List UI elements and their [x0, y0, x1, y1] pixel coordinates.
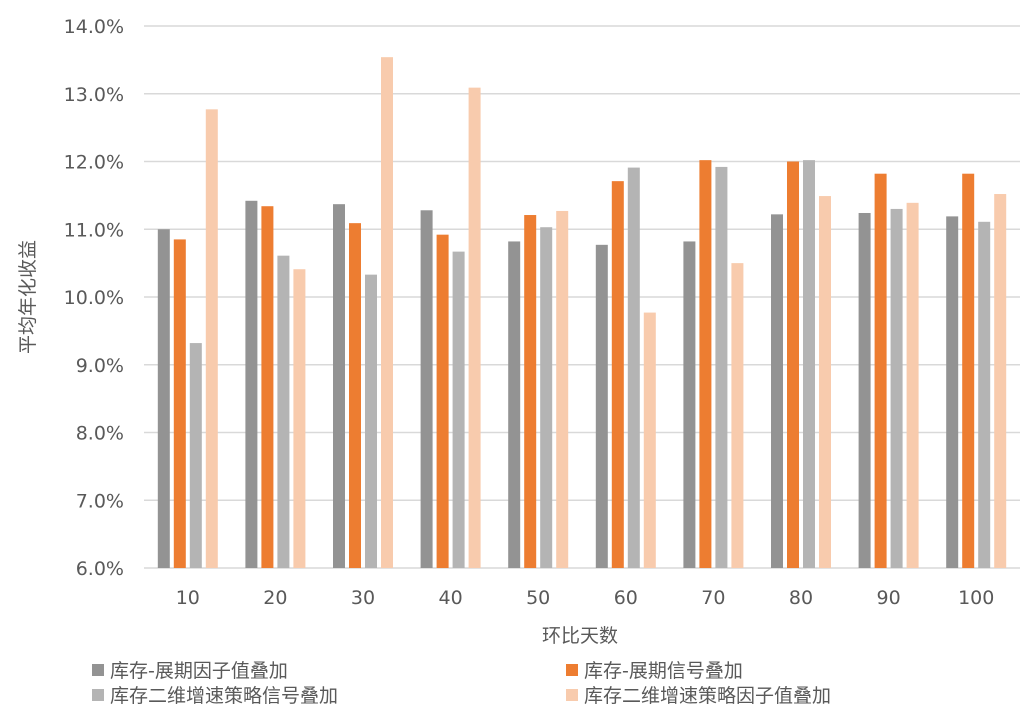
bar — [293, 269, 306, 568]
y-tick-label: 9.0% — [76, 355, 124, 377]
bar — [643, 312, 656, 568]
x-tick-label: 30 — [351, 587, 375, 609]
bar — [452, 251, 465, 569]
bar — [157, 229, 170, 568]
legend-label: 库存二维增速策略信号叠加 — [110, 685, 339, 707]
legend-label: 库存-展期信号叠加 — [584, 660, 743, 682]
bar — [715, 166, 728, 569]
bar — [787, 161, 799, 568]
bar — [556, 210, 569, 568]
x-tick-label: 50 — [526, 587, 550, 609]
bar — [365, 274, 377, 568]
x-tick-label: 20 — [263, 587, 287, 609]
bar — [699, 160, 712, 568]
bar — [683, 241, 696, 568]
legend-swatch — [92, 688, 104, 701]
legend-label: 库存-展期因子值叠加 — [110, 660, 288, 682]
x-tick-label: 80 — [789, 587, 813, 609]
legend-swatch — [566, 688, 578, 701]
bar — [906, 202, 919, 568]
bar — [277, 255, 290, 569]
bar — [978, 221, 991, 569]
legend-swatch — [566, 663, 578, 676]
y-tick-label: 13.0% — [64, 84, 124, 106]
bar — [349, 223, 361, 568]
bar — [803, 160, 815, 568]
bar — [627, 167, 640, 568]
bar — [858, 212, 871, 569]
bar — [771, 214, 783, 568]
legend-swatch — [92, 663, 104, 676]
legend-item: 库存-展期因子值叠加 — [92, 656, 288, 683]
bar — [508, 241, 521, 568]
legend-item: 库存-展期信号叠加 — [566, 656, 743, 683]
gridlines — [144, 25, 1020, 569]
bar — [468, 87, 481, 568]
legend-item: 库存二维增速策略信号叠加 — [92, 681, 338, 708]
y-tick-label: 14.0% — [64, 16, 124, 38]
bar — [524, 215, 537, 568]
x-tick-label: 10 — [176, 587, 200, 609]
bar — [173, 239, 186, 568]
bar — [245, 200, 258, 569]
bar — [994, 194, 1007, 568]
x-tick-label: 70 — [701, 587, 725, 609]
bars — [157, 57, 1007, 569]
bar — [420, 210, 433, 568]
bar — [890, 208, 903, 569]
bar — [731, 263, 744, 568]
bar — [205, 109, 218, 569]
y-tick-labels: 6.0% 7.0% 8.0% 9.0% 10.0% 11.0% 12.0% 13.0% 14.0… — [64, 16, 124, 580]
x-tick-label: 100 — [958, 587, 994, 609]
bar — [540, 227, 553, 568]
y-axis-title: 平均年化收益 — [17, 240, 39, 354]
bar — [819, 196, 831, 569]
y-tick-label: 11.0% — [64, 219, 124, 241]
x-tick-label: 60 — [614, 587, 638, 609]
y-tick-label: 8.0% — [76, 423, 124, 445]
y-tick-label: 12.0% — [64, 152, 124, 174]
x-tick-labels: 10 20 30 40 50 60 70 80 90 100 — [176, 587, 995, 609]
y-tick-label: 10.0% — [64, 287, 124, 309]
y-tick-label: 6.0% — [76, 558, 124, 580]
bar — [874, 173, 887, 568]
bar — [595, 244, 608, 568]
y-tick-label: 7.0% — [76, 490, 124, 512]
legend-item: 库存二维增速策略因子值叠加 — [566, 681, 831, 708]
bar — [333, 204, 345, 568]
bar — [962, 173, 975, 568]
x-axis-title: 环比天数 — [542, 625, 618, 647]
bar — [381, 57, 393, 568]
x-tick-label: 40 — [439, 587, 463, 609]
bar — [189, 343, 202, 568]
bar — [261, 206, 274, 568]
bar — [946, 216, 959, 568]
bar — [611, 181, 624, 568]
legend-label: 库存二维增速策略因子值叠加 — [584, 685, 832, 707]
x-tick-label: 90 — [877, 587, 901, 609]
bar — [436, 234, 449, 569]
